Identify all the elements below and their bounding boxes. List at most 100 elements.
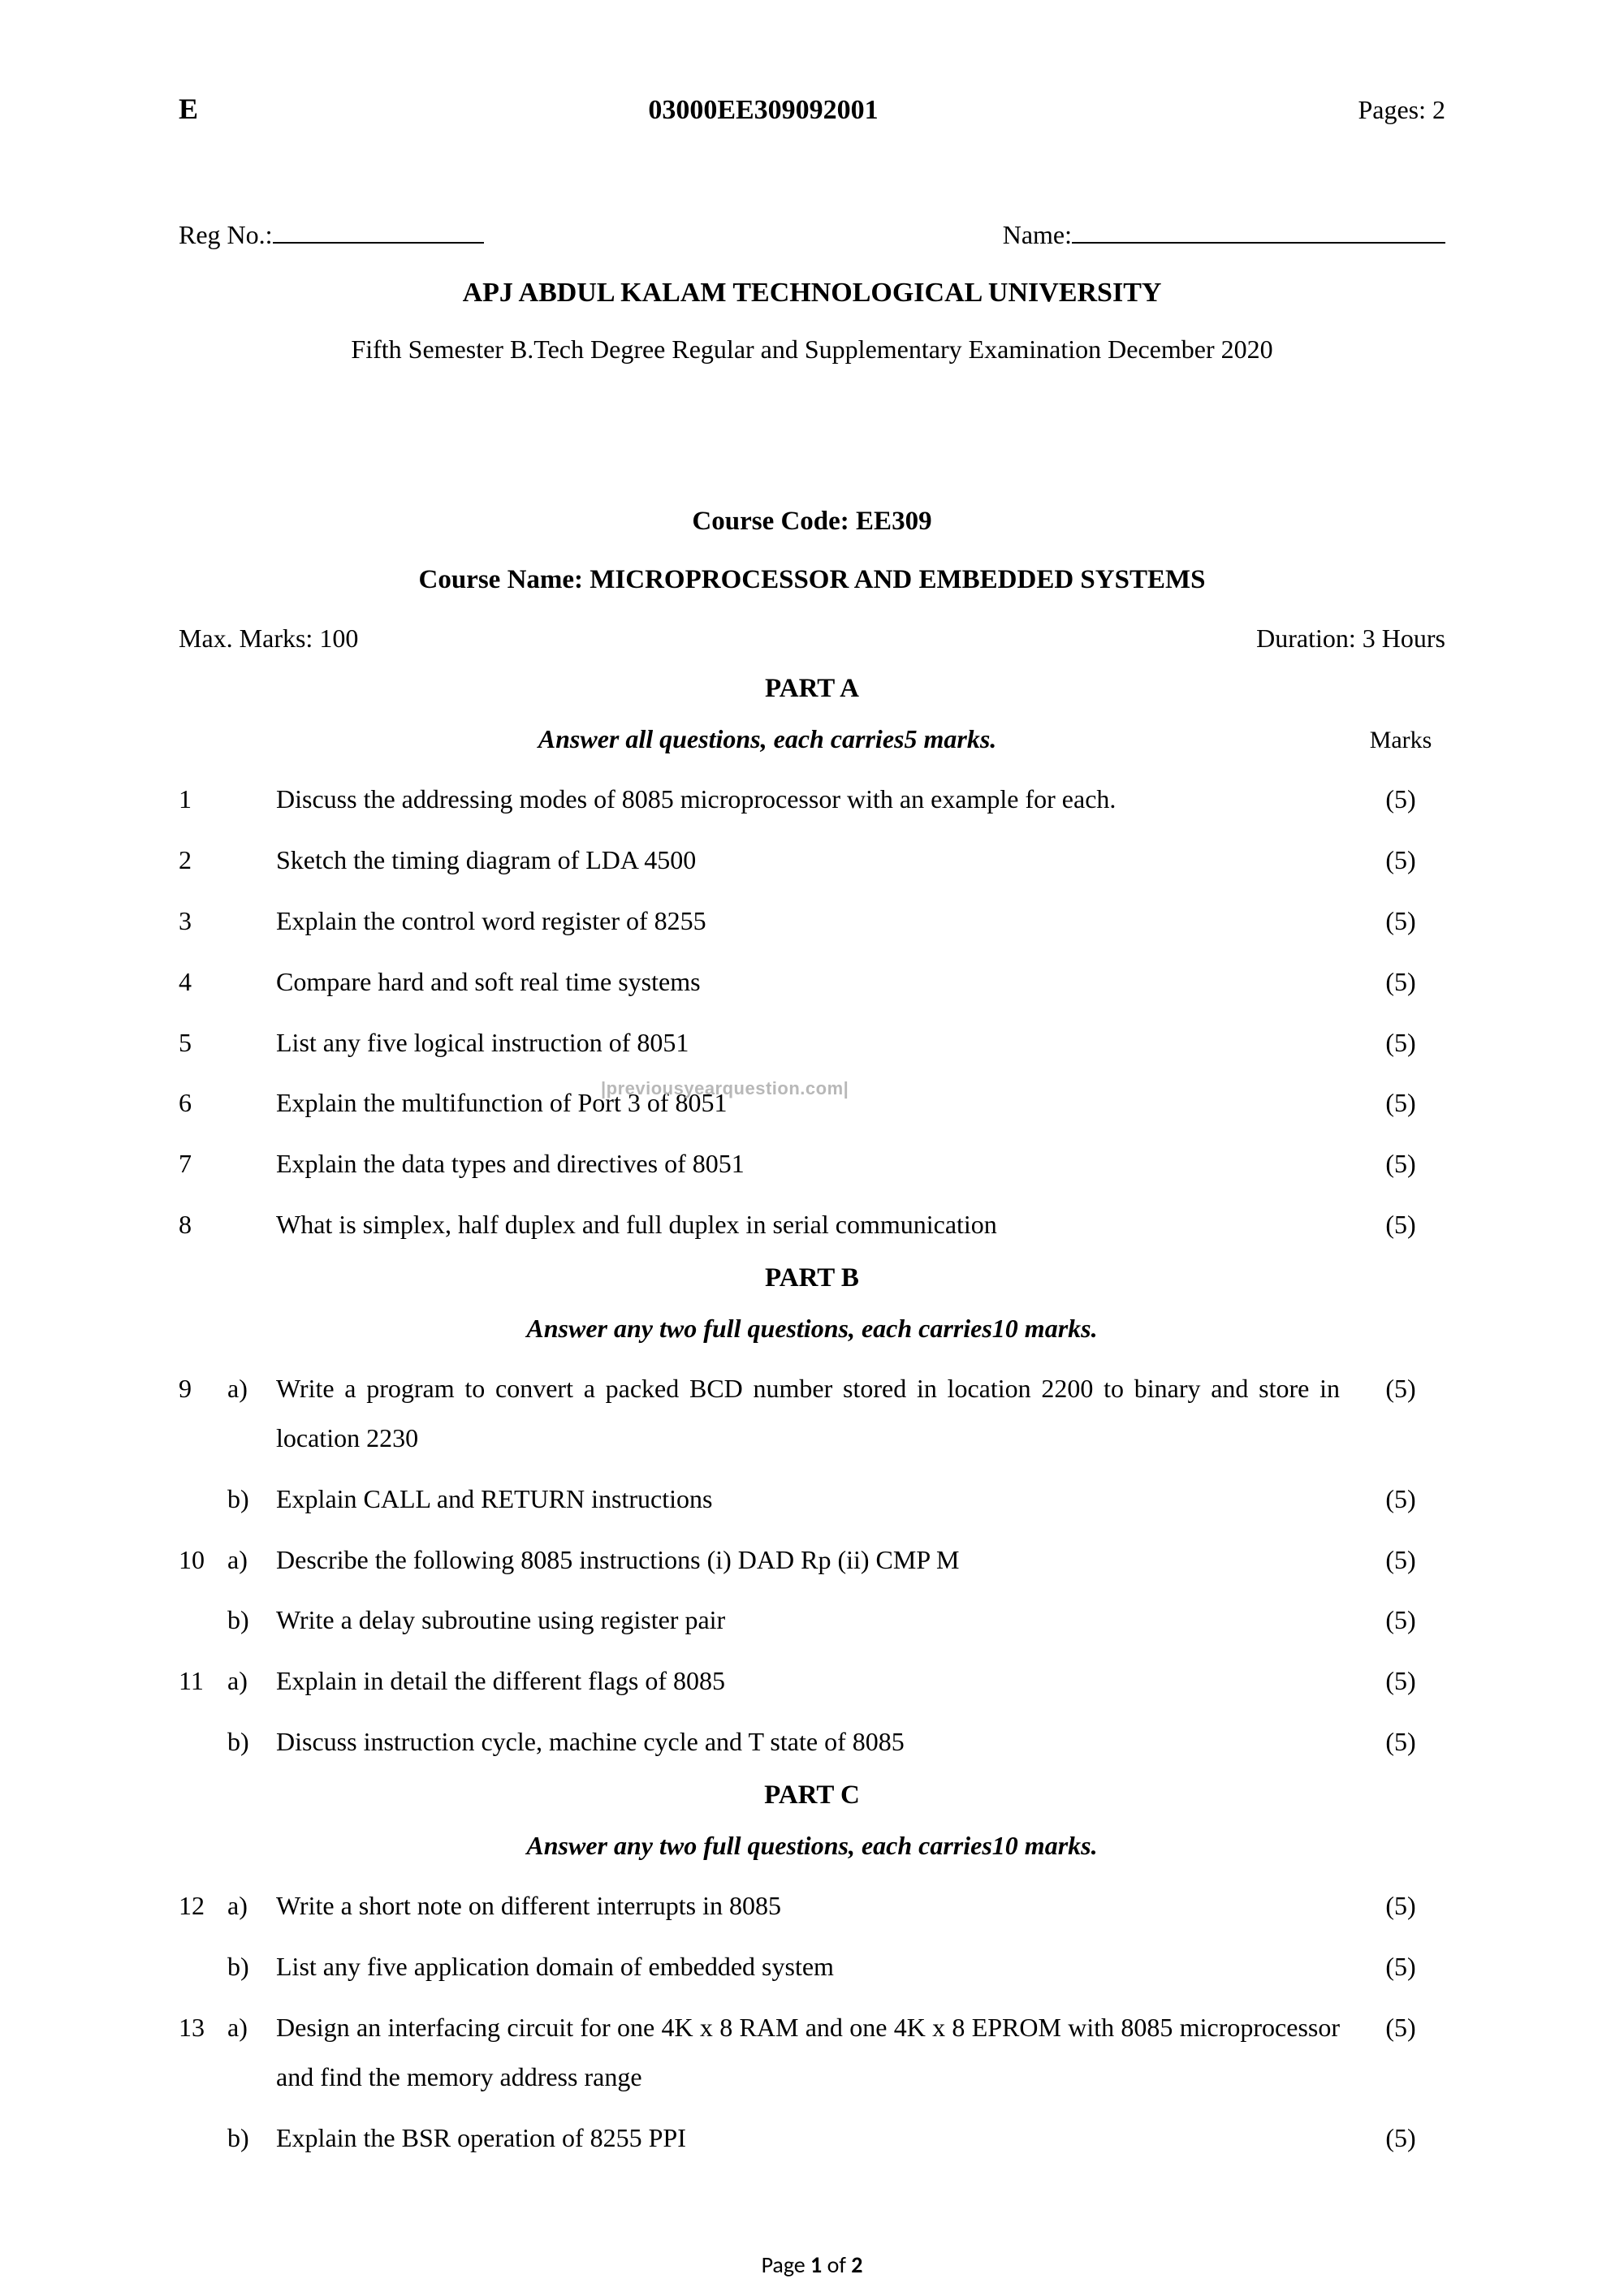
part-b-instruction: Answer any two full questions, each carr… [179, 1304, 1445, 1353]
question-marks: (5) [1356, 2003, 1445, 2052]
part-b-title: PART B [179, 1253, 1445, 1304]
question-marks: (5) [1356, 957, 1445, 1007]
part-a-questions: 1 Discuss the addressing modes of 8085 mi… [179, 775, 1445, 1249]
question-text: Explain the multifunction of Port 3 of 8… [276, 1078, 1356, 1128]
question-marks: (5) [1356, 1078, 1445, 1128]
question-text: List any five logical instruction of 805… [276, 1018, 1356, 1068]
question-text: Write a short note on different interrup… [276, 1881, 1356, 1931]
duration: Duration: 3 Hours [1256, 614, 1445, 663]
question-number: 1 [179, 775, 227, 824]
question-row: 13a)Design an interfacing circuit for on… [179, 2003, 1445, 2102]
question-text: Explain the control word register of 825… [276, 896, 1356, 946]
question-marks: (5) [1356, 896, 1445, 946]
question-marks: (5) [1356, 1364, 1445, 1413]
question-row: 4 Compare hard and soft real time systems… [179, 957, 1445, 1007]
course-name: Course Name: MICROPROCESSOR AND EMBEDDED… [179, 555, 1445, 606]
page-count: Pages: 2 [1283, 85, 1445, 135]
question-marks: (5) [1356, 1942, 1445, 1992]
question-text: Sketch the timing diagram of LDA 4500 [276, 835, 1356, 885]
part-a-title: PART A [179, 663, 1445, 714]
university-name: APJ ABDUL KALAM TECHNOLOGICAL UNIVERSITY [179, 267, 1445, 320]
question-number: 10 [179, 1535, 227, 1585]
question-row: 9a)Write a program to convert a packed B… [179, 1364, 1445, 1463]
marks-header: Marks [1356, 717, 1445, 763]
footer-current: 1 [810, 2251, 822, 2279]
question-marks: (5) [1356, 1139, 1445, 1189]
question-row: 3 Explain the control word register of 82… [179, 896, 1445, 946]
part-b-questions: 9a)Write a program to convert a packed B… [179, 1364, 1445, 1767]
name-field: Name: [1003, 210, 1445, 260]
question-text: Discuss the addressing modes of 8085 mic… [276, 775, 1356, 824]
page-container: E 03000EE309092001 Pages: 2 Reg No.: Nam… [179, 81, 1445, 2287]
exam-title: Fifth Semester B.Tech Degree Regular and… [179, 325, 1445, 374]
paper-code: 03000EE309092001 [244, 84, 1283, 137]
question-subpart: b) [227, 2113, 276, 2163]
question-text: Discuss instruction cycle, machine cycle… [276, 1717, 1356, 1767]
question-subpart: b) [227, 1942, 276, 1992]
question-text: Explain the BSR operation of 8255 PPI [276, 2113, 1356, 2163]
question-subpart: a) [227, 1364, 276, 1413]
question-number: 13 [179, 2003, 227, 2052]
document-header: E 03000EE309092001 Pages: 2 [179, 81, 1445, 137]
question-text: Write a delay subroutine using register … [276, 1595, 1356, 1645]
footer-total: 2 [851, 2251, 862, 2279]
question-number: 5 [179, 1018, 227, 1068]
name-label: Name: [1003, 220, 1072, 249]
question-marks: (5) [1356, 1200, 1445, 1249]
question-text: List any five application domain of embe… [276, 1942, 1356, 1992]
question-marks: (5) [1356, 1535, 1445, 1585]
question-marks: (5) [1356, 2113, 1445, 2163]
course-code: Course Code: EE309 [179, 496, 1445, 547]
question-row: 2 Sketch the timing diagram of LDA 4500(5… [179, 835, 1445, 885]
question-text: Describe the following 8085 instructions… [276, 1535, 1356, 1585]
question-text: Design an interfacing circuit for one 4K… [276, 2003, 1356, 2102]
question-marks: (5) [1356, 1595, 1445, 1645]
reg-name-row: Reg No.: Name: [179, 210, 1445, 260]
question-text: Explain CALL and RETURN instructions [276, 1474, 1356, 1524]
question-marks: (5) [1356, 775, 1445, 824]
max-marks: Max. Marks: 100 [179, 614, 358, 663]
question-marks: (5) [1356, 835, 1445, 885]
page-footer: Page 1 of 2 [179, 2243, 1445, 2286]
question-row: b)Discuss instruction cycle, machine cyc… [179, 1717, 1445, 1767]
reg-underline [273, 242, 484, 244]
question-subpart: b) [227, 1717, 276, 1767]
question-row: 6 Explain the multifunction of Port 3 of … [179, 1078, 1445, 1128]
part-c-title: PART C [179, 1770, 1445, 1821]
reg-no-field: Reg No.: [179, 210, 484, 260]
question-row: 7Explain the data types and directives o… [179, 1139, 1445, 1189]
question-number: 8 [179, 1200, 227, 1249]
question-number: 6 [179, 1078, 227, 1128]
question-subpart: b) [227, 1474, 276, 1524]
question-marks: (5) [1356, 1881, 1445, 1931]
marks-duration-row: Max. Marks: 100 Duration: 3 Hours [179, 614, 1445, 663]
question-row: b)Write a delay subroutine using registe… [179, 1595, 1445, 1645]
part-a-instruction-row: Answer all questions, each carries5 mark… [179, 714, 1445, 764]
question-row: 1 Discuss the addressing modes of 8085 mi… [179, 775, 1445, 824]
question-row: b)List any five application domain of em… [179, 1942, 1445, 1992]
part-c-questions: 12a)Write a short note on different inte… [179, 1881, 1445, 2162]
question-number: 3 [179, 896, 227, 946]
question-text: Compare hard and soft real time systems [276, 957, 1356, 1007]
question-text: Write a program to convert a packed BCD … [276, 1364, 1356, 1463]
question-number: 4 [179, 957, 227, 1007]
footer-prefix: Page [762, 2251, 810, 2279]
question-text: Explain the data types and directives of… [276, 1139, 1356, 1189]
question-number: 12 [179, 1881, 227, 1931]
question-row: 10a)Describe the following 8085 instruct… [179, 1535, 1445, 1585]
question-subpart: b) [227, 1595, 276, 1645]
question-row: 11a)Explain in detail the different flag… [179, 1656, 1445, 1706]
question-row: b)Explain the BSR operation of 8255 PPI(… [179, 2113, 1445, 2163]
question-number: 11 [179, 1656, 227, 1706]
question-subpart: a) [227, 1881, 276, 1931]
question-row: 5 List any five logical instruction of 80… [179, 1018, 1445, 1068]
name-underline [1072, 242, 1445, 244]
question-row: b)Explain CALL and RETURN instructions(5… [179, 1474, 1445, 1524]
question-subpart: a) [227, 1535, 276, 1585]
question-text: What is simplex, half duplex and full du… [276, 1200, 1356, 1249]
header-letter: E [179, 81, 244, 136]
question-number: 2 [179, 835, 227, 885]
part-c-instruction: Answer any two full questions, each carr… [179, 1821, 1445, 1871]
question-marks: (5) [1356, 1717, 1445, 1767]
footer-mid: of [822, 2251, 851, 2279]
